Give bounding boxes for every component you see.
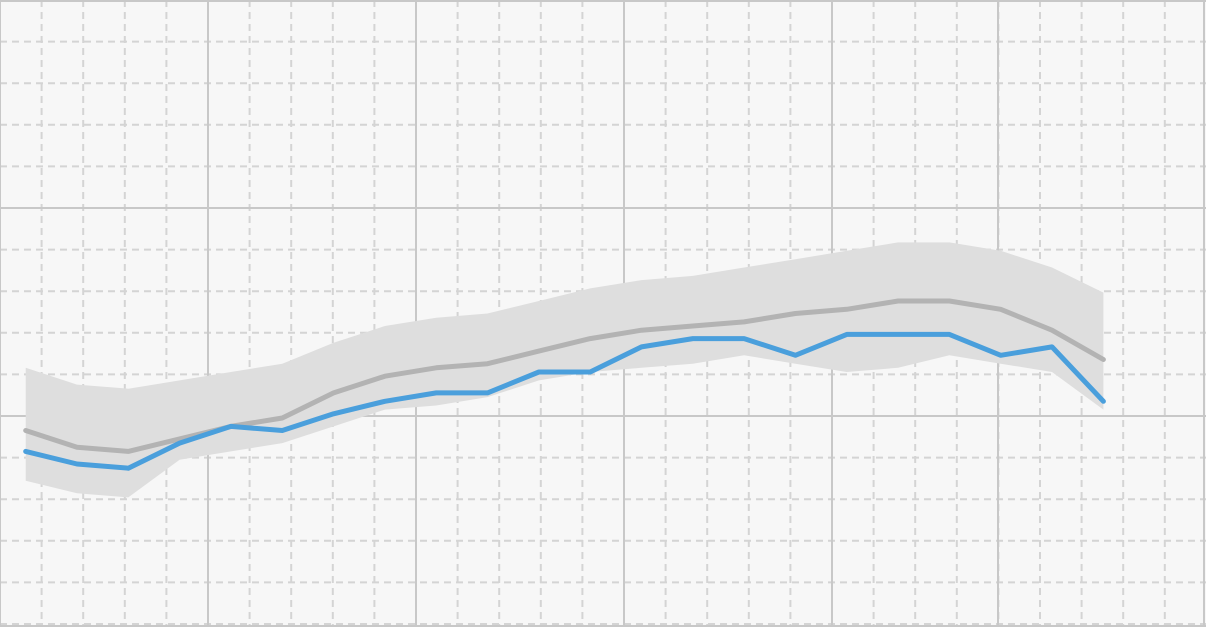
value-series-line bbox=[23, 331, 1106, 471]
series-layer bbox=[23, 298, 1106, 471]
